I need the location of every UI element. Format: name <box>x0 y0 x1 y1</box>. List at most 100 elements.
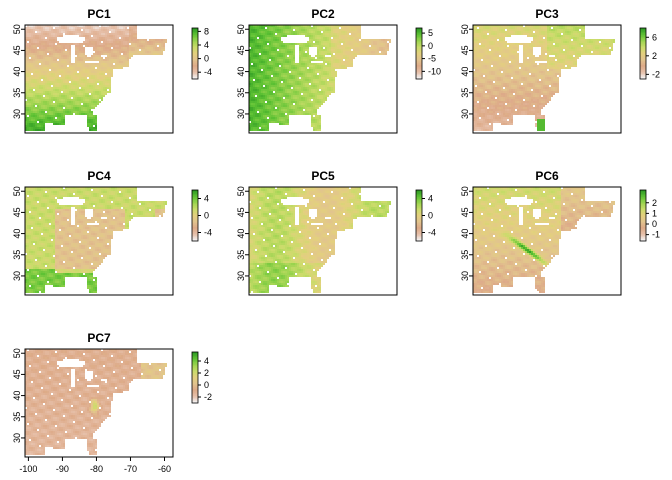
raster-cell <box>143 43 146 46</box>
raster-cell <box>57 91 60 94</box>
raster-cell <box>293 99 296 102</box>
raster-cell <box>39 79 42 82</box>
raster-cell <box>119 47 122 50</box>
raster-cell <box>59 91 62 94</box>
raster-cell <box>547 31 550 34</box>
raster-cell <box>39 109 42 112</box>
raster-cell <box>305 27 308 30</box>
raster-cell <box>335 39 338 42</box>
raster-cell <box>107 73 110 76</box>
raster-cell <box>355 41 358 44</box>
raster-cell <box>319 121 322 124</box>
raster-cell <box>153 47 156 50</box>
raster-cell <box>327 73 330 76</box>
raster-cell <box>477 37 480 40</box>
raster-cell <box>33 45 36 48</box>
raster-cell <box>85 71 88 74</box>
raster-cell <box>333 75 336 78</box>
raster-cell <box>319 39 322 42</box>
raster-cell <box>93 31 96 34</box>
raster-cell <box>255 67 258 70</box>
raster-cell <box>267 65 270 68</box>
raster-cell <box>31 119 34 122</box>
raster-cell <box>121 55 124 58</box>
raster-cell <box>353 55 356 58</box>
raster-cell <box>87 115 90 118</box>
raster-cell <box>311 95 314 98</box>
raster-cell <box>311 109 314 112</box>
raster-cell <box>53 77 56 80</box>
raster-cell <box>289 45 292 48</box>
raster-cell <box>97 69 100 72</box>
raster-cell <box>267 57 270 60</box>
raster-cell <box>283 105 286 108</box>
raster-cell <box>279 105 282 108</box>
raster-cell <box>301 55 304 58</box>
raster-cell <box>127 45 130 48</box>
raster-cell <box>311 89 314 92</box>
raster-cell <box>33 43 36 46</box>
raster-cell <box>47 121 50 124</box>
raster-cell <box>79 105 82 108</box>
raster-cell <box>41 37 44 40</box>
raster-cell <box>57 69 60 72</box>
raster-cell <box>339 29 342 32</box>
raster-cell <box>287 77 290 80</box>
raster-cell <box>53 35 56 38</box>
raster-cell <box>259 87 262 90</box>
raster-cell <box>373 41 376 44</box>
raster-cell <box>39 129 42 132</box>
raster-cell <box>365 41 368 44</box>
raster-cell <box>301 73 304 76</box>
raster-cell <box>61 47 64 50</box>
raster-cell <box>93 73 96 76</box>
raster-cell <box>105 43 108 46</box>
raster-cell <box>313 127 316 130</box>
raster-cell <box>33 87 36 90</box>
raster-cell <box>31 103 34 106</box>
raster-cell <box>93 79 96 82</box>
raster-cell <box>113 25 116 28</box>
raster-cell <box>27 69 30 72</box>
raster-cell <box>281 111 284 114</box>
raster-cell <box>259 35 262 38</box>
raster-cell <box>509 31 512 34</box>
raster-cell <box>107 25 110 28</box>
raster-cell <box>275 109 278 112</box>
raster-cell <box>29 93 32 96</box>
raster-cell <box>285 57 288 60</box>
raster-cell <box>63 119 66 122</box>
raster-cell <box>315 33 318 36</box>
raster-cell <box>519 29 522 32</box>
raster-cell <box>289 29 292 32</box>
raster-cell <box>307 99 310 102</box>
raster-cell <box>299 97 302 100</box>
raster-cell <box>113 47 116 50</box>
raster-cell <box>25 35 28 38</box>
raster-cell <box>273 113 276 116</box>
raster-cell <box>41 49 44 52</box>
raster-cell <box>135 47 138 50</box>
raster-cell <box>555 31 558 34</box>
raster-cell <box>57 25 60 28</box>
raster-cell <box>351 55 354 58</box>
raster-cell <box>343 65 346 68</box>
raster-cell <box>269 103 272 106</box>
raster-cell <box>53 73 56 76</box>
raster-cell <box>251 51 254 54</box>
raster-cell <box>499 37 502 40</box>
raster-cell <box>33 115 36 118</box>
raster-cell <box>257 33 260 36</box>
raster-cell <box>51 93 54 96</box>
raster-cell <box>267 51 270 54</box>
raster-cell <box>295 43 298 46</box>
raster-cell <box>119 43 122 46</box>
raster-cell <box>355 37 358 40</box>
raster-cell <box>311 31 314 34</box>
raster-cell <box>279 43 282 46</box>
raster-cell <box>43 99 46 102</box>
raster-cell <box>133 29 136 32</box>
raster-cell <box>485 35 488 38</box>
raster-cell <box>265 59 268 62</box>
raster-cell <box>349 27 352 30</box>
